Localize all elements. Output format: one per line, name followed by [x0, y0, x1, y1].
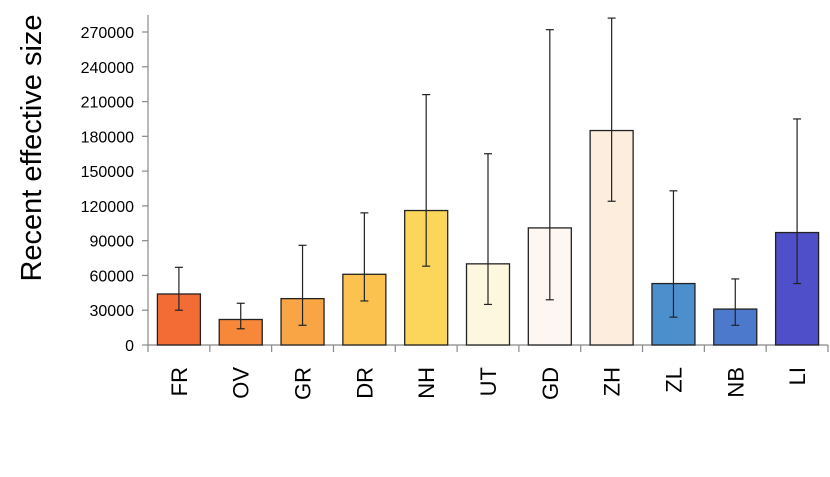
- y-tick-label: 60000: [90, 268, 135, 285]
- x-category-label: DR: [352, 367, 377, 399]
- x-category-label: OV: [229, 367, 254, 399]
- y-axis-title: Recent effective size: [16, 14, 48, 281]
- y-tick-label: 270000: [81, 25, 134, 42]
- y-tick-label: 90000: [90, 234, 135, 251]
- y-tick-labels: 0 30000 60000 90000 120000 150000 180000 210000…: [81, 25, 134, 355]
- y-tick-label: 120000: [81, 199, 134, 216]
- x-category-label: GR: [291, 367, 316, 400]
- y-tick-label: 210000: [81, 95, 134, 112]
- y-tick-label: 30000: [90, 303, 135, 320]
- x-category-label: LI: [785, 367, 810, 385]
- x-category-label: UT: [476, 367, 501, 396]
- x-category-label: FR: [167, 367, 192, 396]
- y-tick-label: 150000: [81, 164, 134, 181]
- y-tick-label: 180000: [81, 129, 134, 146]
- x-category-label: NB: [723, 367, 748, 398]
- error-bars: [174, 17, 802, 330]
- y-tick-label: 0: [125, 338, 134, 355]
- y-tick-label: 240000: [81, 60, 134, 77]
- x-category-labels: FR OV GR DR NH UT GD ZH ZL NB LI: [167, 367, 810, 400]
- x-category-label: ZH: [600, 367, 625, 396]
- x-category-label: NH: [414, 367, 439, 399]
- x-category-label: GD: [538, 367, 563, 400]
- x-category-label: ZL: [661, 367, 686, 393]
